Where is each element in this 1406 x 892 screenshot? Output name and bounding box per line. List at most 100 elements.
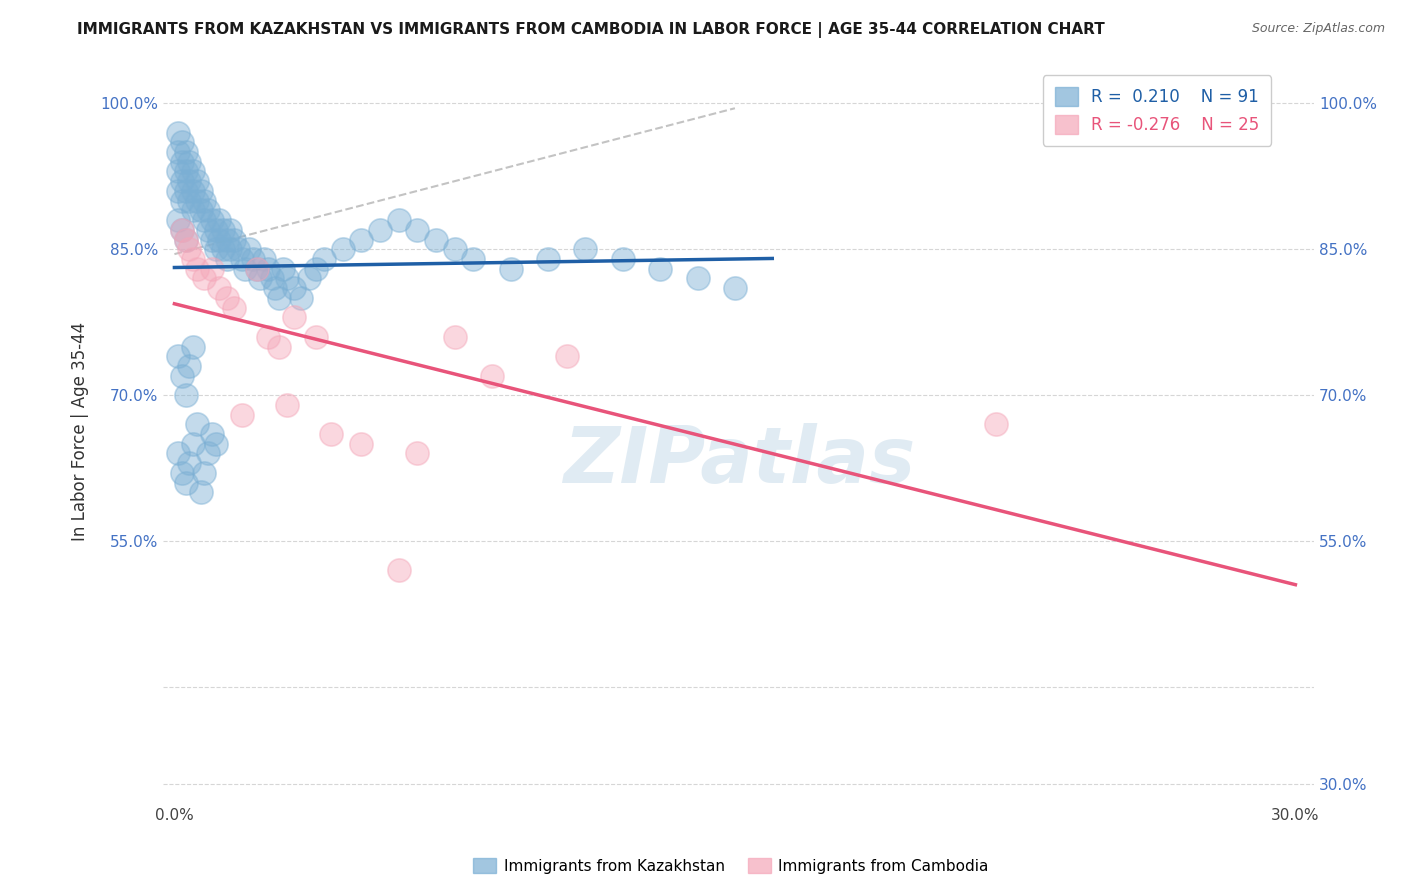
Point xyxy=(219,223,242,237)
Point xyxy=(167,126,190,140)
Point xyxy=(193,271,215,285)
Point xyxy=(201,213,224,227)
Text: Source: ZipAtlas.com: Source: ZipAtlas.com xyxy=(1251,22,1385,36)
Point xyxy=(298,271,321,285)
Point xyxy=(215,252,238,266)
Point xyxy=(388,213,411,227)
Point xyxy=(238,242,260,256)
Point xyxy=(174,475,197,490)
Point xyxy=(208,233,231,247)
Point xyxy=(224,301,246,315)
Point xyxy=(174,233,197,247)
Point xyxy=(208,213,231,227)
Point xyxy=(181,184,204,198)
Point xyxy=(246,261,269,276)
Point xyxy=(190,485,212,500)
Point xyxy=(242,252,264,266)
Point xyxy=(219,242,242,256)
Point xyxy=(181,164,204,178)
Y-axis label: In Labor Force | Age 35-44: In Labor Force | Age 35-44 xyxy=(72,322,89,541)
Point xyxy=(167,213,190,227)
Point xyxy=(256,330,278,344)
Point xyxy=(264,281,287,295)
Point xyxy=(170,223,193,237)
Point xyxy=(305,261,328,276)
Point xyxy=(174,233,197,247)
Point xyxy=(224,233,246,247)
Point xyxy=(197,223,219,237)
Point xyxy=(276,398,298,412)
Point xyxy=(170,135,193,149)
Point xyxy=(231,252,253,266)
Point xyxy=(283,310,305,325)
Point xyxy=(179,194,201,208)
Point xyxy=(212,223,235,237)
Legend: Immigrants from Kazakhstan, Immigrants from Cambodia: Immigrants from Kazakhstan, Immigrants f… xyxy=(467,852,995,880)
Point xyxy=(186,194,208,208)
Point xyxy=(179,359,201,373)
Point xyxy=(179,174,201,188)
Point xyxy=(167,446,190,460)
Point xyxy=(312,252,335,266)
Point xyxy=(406,223,429,237)
Point xyxy=(276,271,298,285)
Point xyxy=(260,271,283,285)
Point xyxy=(305,330,328,344)
Point xyxy=(267,291,290,305)
Point xyxy=(204,436,226,450)
Point xyxy=(204,242,226,256)
Point xyxy=(197,446,219,460)
Point xyxy=(181,252,204,266)
Point xyxy=(170,154,193,169)
Point xyxy=(555,349,578,363)
Point xyxy=(283,281,305,295)
Point xyxy=(190,203,212,218)
Point xyxy=(167,164,190,178)
Point xyxy=(208,281,231,295)
Point xyxy=(181,436,204,450)
Point xyxy=(167,184,190,198)
Point xyxy=(443,242,465,256)
Point xyxy=(193,213,215,227)
Point xyxy=(271,261,294,276)
Point xyxy=(481,368,503,383)
Point xyxy=(443,330,465,344)
Point xyxy=(193,194,215,208)
Point xyxy=(174,184,197,198)
Point xyxy=(174,145,197,159)
Text: ZIPatlas: ZIPatlas xyxy=(562,424,915,500)
Point xyxy=(253,252,276,266)
Point xyxy=(174,388,197,402)
Point xyxy=(212,242,235,256)
Point xyxy=(197,203,219,218)
Point xyxy=(190,184,212,198)
Point xyxy=(204,223,226,237)
Point xyxy=(186,174,208,188)
Point xyxy=(249,271,271,285)
Text: IMMIGRANTS FROM KAZAKHSTAN VS IMMIGRANTS FROM CAMBODIA IN LABOR FORCE | AGE 35-4: IMMIGRANTS FROM KAZAKHSTAN VS IMMIGRANTS… xyxy=(77,22,1104,38)
Point xyxy=(174,164,197,178)
Point xyxy=(267,339,290,353)
Point xyxy=(193,466,215,480)
Point xyxy=(186,417,208,432)
Point xyxy=(350,233,373,247)
Point xyxy=(686,271,709,285)
Point xyxy=(179,456,201,470)
Point xyxy=(406,446,429,460)
Point xyxy=(388,563,411,577)
Point xyxy=(499,261,522,276)
Point xyxy=(368,223,391,237)
Point xyxy=(179,242,201,256)
Point xyxy=(201,261,224,276)
Point xyxy=(537,252,560,266)
Point xyxy=(724,281,747,295)
Point xyxy=(463,252,485,266)
Point xyxy=(201,427,224,442)
Point xyxy=(612,252,634,266)
Point xyxy=(574,242,596,256)
Point xyxy=(170,174,193,188)
Point xyxy=(181,339,204,353)
Point xyxy=(215,233,238,247)
Point xyxy=(290,291,312,305)
Point xyxy=(425,233,447,247)
